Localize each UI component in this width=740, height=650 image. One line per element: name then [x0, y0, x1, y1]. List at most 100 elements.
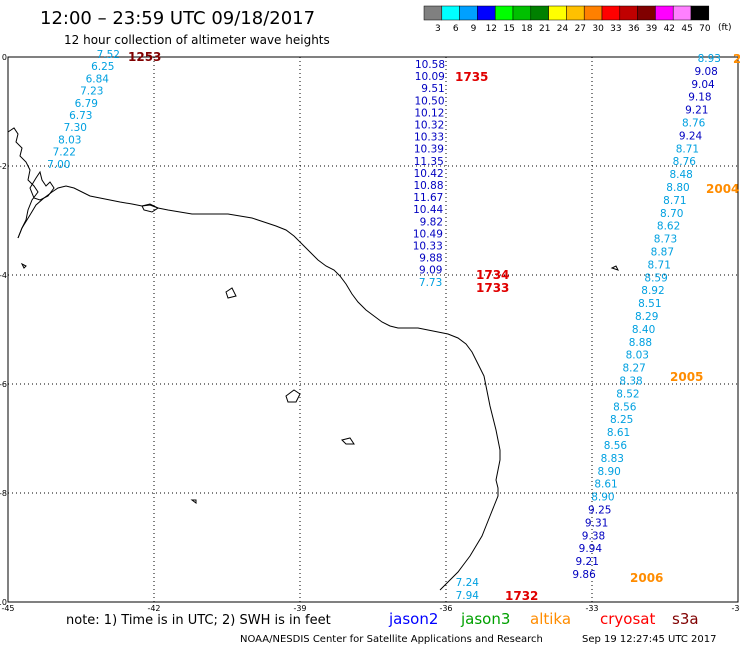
- wave-height-value: 10.58: [415, 59, 445, 71]
- wave-height-value: 10.42: [414, 168, 444, 180]
- wave-height-value: 8.59: [644, 272, 667, 284]
- island-1: [141, 203, 159, 213]
- wave-height-value: 7.22: [53, 147, 76, 159]
- wave-height-value: 8.52: [616, 388, 639, 400]
- wave-height-value: 9.21: [576, 556, 599, 568]
- pass-time-label: 2: [733, 52, 740, 66]
- legend-tick-label: 6: [453, 24, 459, 34]
- wave-height-value: 8.56: [604, 440, 628, 452]
- pass-time-label: 1732: [505, 589, 538, 603]
- wave-height-value: 8.88: [629, 337, 652, 349]
- brazil-coastline: [17, 185, 501, 591]
- map-title: 12:00 – 23:59 UTC 09/18/2017: [40, 8, 315, 29]
- legend-tick-label: 30: [592, 24, 604, 34]
- lat-lon-grid: [8, 57, 738, 602]
- satellite-cryosat-label: cryosat: [600, 610, 655, 628]
- wave-height-value: 9.21: [685, 105, 708, 117]
- legend-tick-label: 70: [699, 24, 711, 34]
- island-6: [610, 265, 619, 271]
- pass-time-label: 1733: [476, 281, 509, 295]
- latitude-tick-label: 0: [2, 53, 7, 62]
- wave-height-value: 8.27: [622, 363, 645, 375]
- satellite-jason3-label: jason3: [460, 610, 510, 628]
- wave-height-value: 6.25: [91, 61, 114, 73]
- legend-swatch: [637, 5, 656, 21]
- wave-height-value: 8.29: [635, 311, 658, 323]
- legend-swatch: [619, 5, 638, 21]
- wave-height-value: 8.83: [601, 453, 624, 465]
- wave-height-value: 8.90: [597, 466, 620, 478]
- pass-time-label: 1734: [476, 268, 509, 282]
- satellite-altika-label: altika: [530, 610, 571, 628]
- legend-swatch: [494, 5, 514, 21]
- wave-height-value: 9.38: [582, 530, 605, 542]
- wave-height-value: 9.88: [419, 253, 442, 265]
- longitude-tick-label: -39: [293, 604, 306, 613]
- pass-time-label: 2006: [630, 571, 663, 585]
- island-5: [20, 262, 27, 269]
- wave-height-value: 9.08: [694, 66, 717, 78]
- wave-height-value: 8.87: [651, 247, 674, 259]
- track-central: 10.5810.099.5110.5010.1210.3210.3310.391…: [413, 59, 480, 602]
- wave-height-value: 7.30: [64, 122, 87, 134]
- wave-height-value: 10.88: [413, 180, 443, 192]
- legend-tick-label: 45: [681, 24, 692, 34]
- legend-tick-label: 15: [503, 24, 514, 34]
- legend-swatch: [441, 5, 460, 21]
- wave-height-value: 8.61: [594, 479, 617, 491]
- legend-tick-label: 24: [557, 24, 569, 34]
- wave-height-value: 10.33: [413, 241, 443, 253]
- legend-swatch: [530, 5, 549, 21]
- wave-height-value: 8.56: [613, 401, 637, 413]
- pass-time-label: 1735: [455, 70, 488, 84]
- wave-height-value: 7.52: [97, 49, 120, 61]
- legend-swatch: [423, 5, 443, 21]
- legend-swatch: [548, 5, 567, 21]
- wave-height-value: 9.51: [421, 83, 444, 95]
- legend-tick-label: 36: [628, 24, 640, 34]
- legend-unit: (ft): [718, 23, 732, 33]
- longitude-tick-label: -42: [147, 604, 160, 613]
- wave-height-value: 8.51: [638, 298, 661, 310]
- legend-swatch: [690, 5, 710, 21]
- island-3: [285, 389, 301, 403]
- wave-height-value: 8.71: [676, 143, 699, 155]
- satellite-legend: jason2 jason3 altika cryosat s3a: [388, 610, 699, 628]
- wave-height-value: 8.25: [610, 414, 633, 426]
- wave-height-value: 10.50: [414, 95, 444, 107]
- wave-height-value: 9.25: [588, 505, 611, 517]
- coastline: [7, 127, 619, 591]
- wave-height-value: 9.82: [420, 216, 443, 228]
- island-2: [225, 287, 237, 299]
- wave-height-value: 8.38: [619, 376, 642, 388]
- legend-tick-label: 18: [521, 24, 533, 34]
- legend-swatch: [601, 5, 621, 21]
- wave-height-value: 7.94: [456, 590, 480, 602]
- satellite-jason2-label: jason2: [388, 610, 438, 628]
- axis-tick-labels: 0 -2 -4 -6 -8 -10-45 -42 -39 -36 -33 -30: [0, 53, 740, 613]
- legend-tick-label: 33: [610, 24, 621, 34]
- wave-height-value: 8.48: [669, 169, 692, 181]
- map-frame: [7, 56, 739, 603]
- longitude-tick-label: -36: [439, 604, 452, 613]
- map-subtitle: 12 hour collection of altimeter wave hei…: [64, 33, 330, 47]
- longitude-tick-label: -30: [731, 604, 740, 613]
- wave-height-value: 6.79: [75, 98, 98, 110]
- latitude-tick-label: -8: [0, 489, 7, 498]
- northwest-coastline: [7, 127, 39, 239]
- wave-height-value: 11.67: [413, 192, 443, 204]
- wave-height-value: 8.93: [698, 53, 721, 65]
- legend-tick-label: 3: [435, 24, 441, 34]
- wave-height-value: 11.35: [414, 156, 444, 168]
- legend-tick-label: 21: [539, 24, 550, 34]
- island-4: [341, 437, 355, 445]
- wave-height-value: 8.80: [666, 182, 689, 194]
- wave-height-value: 9.24: [679, 130, 703, 142]
- wave-height-value: 7.73: [419, 277, 442, 289]
- latitude-tick-label: -2: [0, 162, 7, 171]
- wave-height-value: 9.86: [572, 569, 596, 581]
- wave-height-value: 9.18: [688, 92, 711, 104]
- wave-height-value: 7.23: [80, 86, 103, 98]
- wave-height-value: 8.71: [663, 195, 686, 207]
